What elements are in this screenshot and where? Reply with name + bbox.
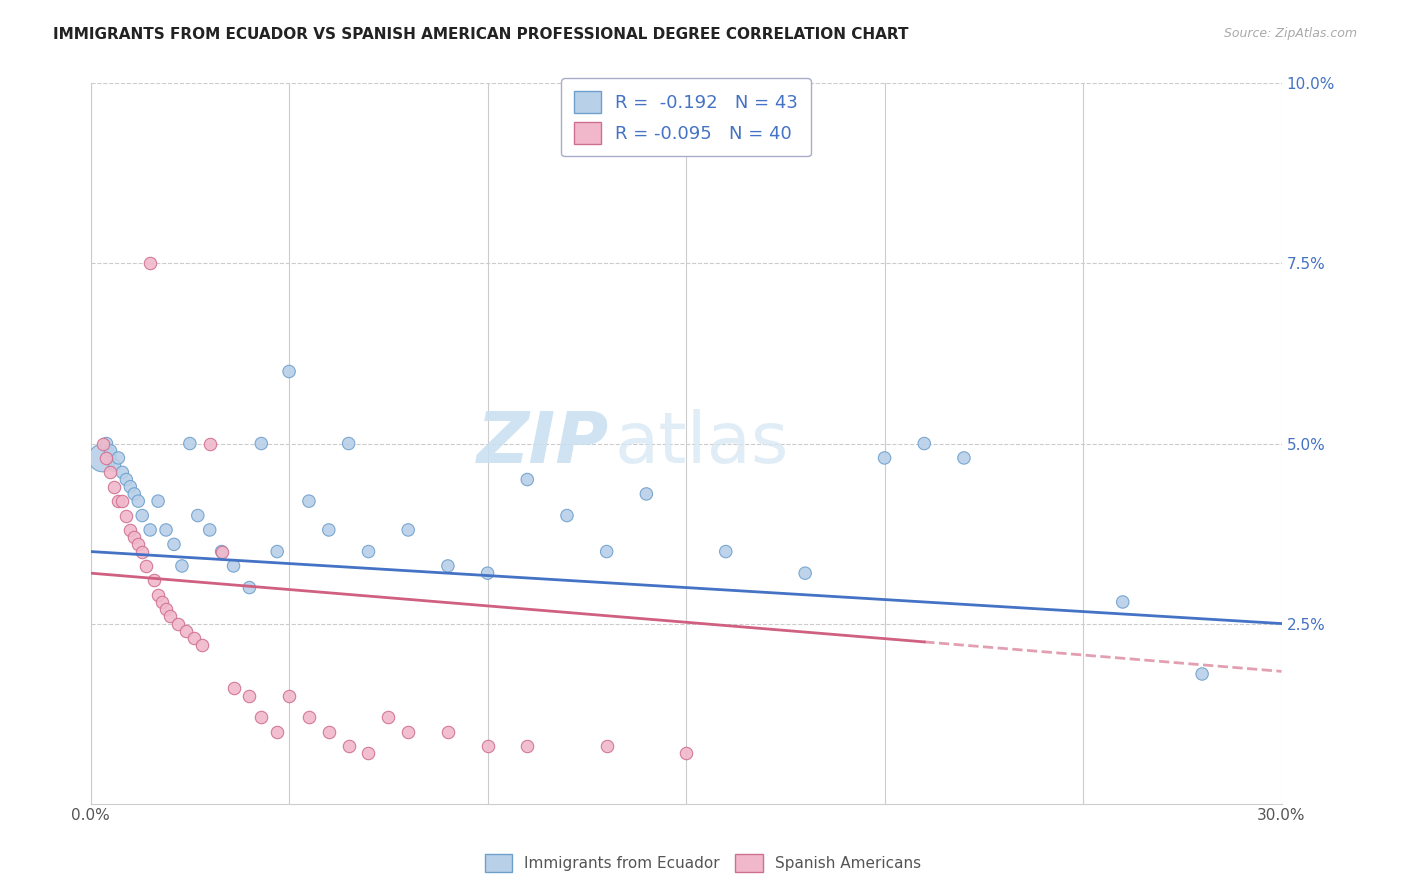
Point [912, 436, 935, 450]
Point [516, 473, 538, 487]
Point [198, 523, 221, 537]
Point [183, 631, 205, 645]
Point [159, 609, 181, 624]
Legend: R =  -0.192   N = 43, R = -0.095   N = 40: R = -0.192 N = 43, R = -0.095 N = 40 [561, 78, 811, 156]
Point [437, 558, 460, 573]
Point [211, 544, 233, 558]
Point [155, 602, 177, 616]
Point [396, 523, 419, 537]
Text: IMMIGRANTS FROM ECUADOR VS SPANISH AMERICAN PROFESSIONAL DEGREE CORRELATION CHAR: IMMIGRANTS FROM ECUADOR VS SPANISH AMERI… [53, 27, 908, 42]
Point [143, 574, 166, 588]
Point [100, 466, 122, 480]
Point [135, 558, 157, 573]
Point [357, 746, 380, 760]
Point [150, 595, 173, 609]
Point [238, 581, 260, 595]
Point [120, 480, 142, 494]
Point [187, 508, 209, 523]
Point [298, 710, 321, 724]
Point [107, 450, 129, 465]
Point [437, 724, 460, 739]
Text: atlas: atlas [614, 409, 789, 478]
Point [873, 450, 896, 465]
Point [96, 436, 118, 450]
Point [191, 638, 214, 652]
Point [222, 558, 245, 573]
Point [211, 544, 233, 558]
Point [266, 544, 288, 558]
Point [146, 494, 169, 508]
Point [337, 739, 360, 753]
Point [250, 436, 273, 450]
Point [139, 523, 162, 537]
Point [396, 724, 419, 739]
Point [120, 523, 142, 537]
Point [103, 458, 125, 472]
Point [278, 364, 301, 378]
Point [337, 436, 360, 450]
Point [139, 256, 162, 270]
Point [675, 746, 697, 760]
Point [318, 523, 340, 537]
Point [198, 436, 221, 450]
Point [516, 739, 538, 753]
Point [636, 487, 658, 501]
Point [714, 544, 737, 558]
Point [115, 508, 138, 523]
Point [595, 739, 617, 753]
Point [250, 710, 273, 724]
Point [124, 530, 146, 544]
Point [100, 443, 122, 458]
Point [298, 494, 321, 508]
Point [377, 710, 399, 724]
Point [595, 544, 617, 558]
Point [170, 558, 193, 573]
Point [794, 566, 817, 581]
Point [278, 689, 301, 703]
Point [953, 450, 976, 465]
Point [103, 480, 125, 494]
Point [179, 436, 201, 450]
Point [167, 616, 190, 631]
Point [1112, 595, 1135, 609]
Point [477, 739, 499, 753]
Point [174, 624, 197, 638]
Point [266, 724, 288, 739]
Point [155, 523, 177, 537]
Point [127, 537, 149, 551]
Point [131, 508, 153, 523]
Point [96, 450, 118, 465]
Point [91, 436, 114, 450]
Point [318, 724, 340, 739]
Legend: Immigrants from Ecuador, Spanish Americans: Immigrants from Ecuador, Spanish America… [477, 846, 929, 880]
Point [555, 508, 578, 523]
Point [111, 494, 134, 508]
Point [124, 487, 146, 501]
Point [238, 689, 260, 703]
Text: Source: ZipAtlas.com: Source: ZipAtlas.com [1223, 27, 1357, 40]
Point [131, 544, 153, 558]
Point [163, 537, 186, 551]
Point [477, 566, 499, 581]
Text: ZIP: ZIP [477, 409, 609, 478]
Point [146, 588, 169, 602]
Point [115, 473, 138, 487]
Point [357, 544, 380, 558]
Point [91, 450, 114, 465]
Point [1191, 667, 1213, 681]
Point [127, 494, 149, 508]
Point [222, 681, 245, 696]
Point [107, 494, 129, 508]
Point [111, 466, 134, 480]
